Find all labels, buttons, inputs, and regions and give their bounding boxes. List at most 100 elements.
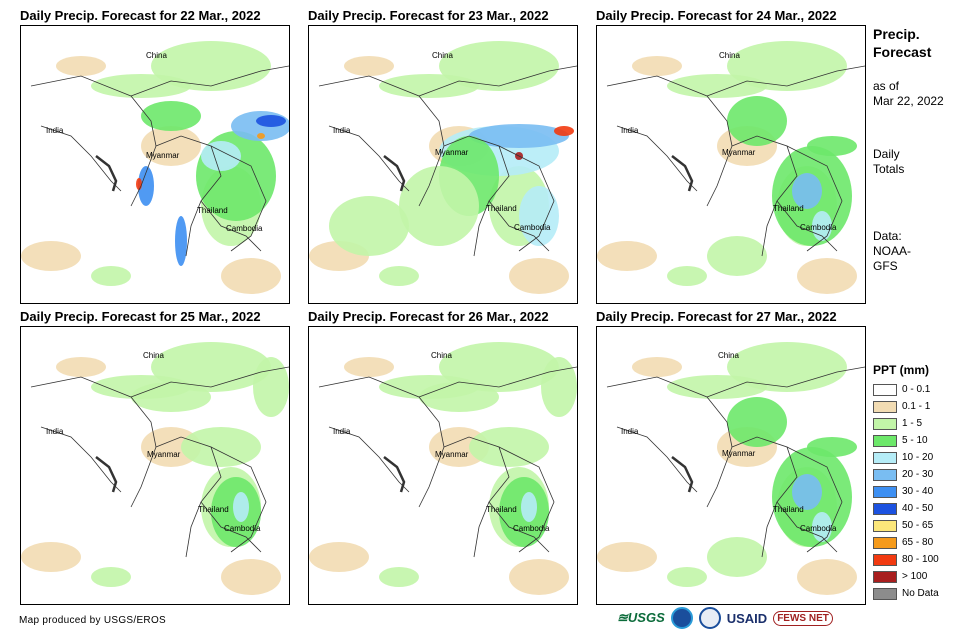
precip-patch: [141, 101, 201, 131]
label-myanmar: Myanmar: [722, 449, 756, 458]
legend-row: 0 - 0.1: [873, 381, 963, 398]
legend-row: 50 - 65: [873, 517, 963, 534]
country-border: [328, 125, 410, 192]
ppt-legend: PPT (mm) 0 - 0.1 0.1 - 1 1 - 5 5 - 10 10 - 2…: [873, 363, 963, 602]
legend-swatch: [873, 400, 897, 413]
precip-patch: [138, 166, 154, 206]
label-china: China: [719, 51, 740, 60]
precip-patch: [509, 559, 569, 595]
label-thailand: Thailand: [773, 204, 804, 213]
precip-map: China India Myanmar Thailand Cambodia: [596, 25, 866, 304]
totals-line1: Daily: [873, 147, 900, 161]
country-border: [731, 135, 798, 257]
precip-patch: [792, 173, 822, 209]
country-border: [155, 135, 222, 257]
legend-row: 0.1 - 1: [873, 398, 963, 415]
legend-row: 30 - 40: [873, 483, 963, 500]
precip-patch: [439, 342, 559, 392]
legend-swatch: [873, 451, 897, 464]
country-border: [130, 366, 289, 398]
label-thailand: Thailand: [773, 505, 804, 514]
usgs-logo: ≊USGS: [617, 610, 665, 625]
legend-row: > 100: [873, 568, 963, 585]
precip-patch: [727, 342, 847, 392]
legend-swatch: [873, 570, 897, 583]
precip-patch: [707, 236, 767, 276]
legend-label: 0.1 - 1: [902, 401, 931, 412]
label-india: India: [333, 126, 351, 135]
country-border: [318, 75, 445, 207]
label-india: India: [621, 427, 639, 436]
precip-patch: [667, 74, 767, 98]
label-myanmar: Myanmar: [435, 450, 469, 459]
country-border: [498, 446, 555, 553]
precip-patch: [201, 141, 241, 171]
country-border: [776, 200, 838, 252]
legend-label: 0 - 0.1: [902, 384, 931, 395]
precip-patch: [379, 266, 419, 286]
legend-row: 20 - 30: [873, 466, 963, 483]
precip-patch: [469, 427, 549, 467]
map-svg: [597, 342, 865, 595]
precip-patch: [519, 186, 559, 246]
country-border: [776, 501, 838, 553]
precip-patch: [91, 74, 191, 98]
data-source-line2: NOAA-: [873, 244, 912, 258]
asof-line2: Mar 22, 2022: [873, 94, 944, 108]
precip-patch: [136, 178, 142, 190]
label-thailand: Thailand: [197, 206, 228, 215]
label-thailand: Thailand: [198, 505, 229, 514]
label-myanmar: Myanmar: [722, 148, 756, 157]
fews-net-logo: FEWS NET: [773, 610, 833, 626]
map-svg: [21, 41, 289, 294]
sidebar-title-line2: Forecast: [873, 44, 932, 60]
legend-label: > 100: [902, 571, 928, 582]
legend-row: 10 - 20: [873, 449, 963, 466]
legend-rows: 0 - 0.1 0.1 - 1 1 - 5 5 - 10 10 - 20 20 - 30 3…: [873, 381, 963, 602]
totals-line2: Totals: [873, 162, 905, 176]
country-border: [210, 145, 267, 252]
precip-patch: [91, 266, 131, 286]
legend-label: 40 - 50: [902, 503, 934, 514]
precip-patch: [509, 258, 569, 294]
precip-patch: [429, 427, 489, 467]
legend-row: 65 - 80: [873, 534, 963, 551]
precip-patch: [807, 136, 857, 156]
precip-map: China India Myanmar Thailand Cambodia: [20, 25, 290, 304]
precip-patch: [439, 41, 559, 91]
precip-patch: [667, 375, 767, 399]
precip-patch: [131, 382, 211, 412]
legend-row: 80 - 100: [873, 551, 963, 568]
label-china: China: [431, 351, 452, 360]
country-border: [443, 135, 510, 257]
precip-map: China India Myanmar Thailand Cambodia: [308, 326, 578, 605]
legend-swatch: [873, 519, 897, 532]
precip-patch: [233, 492, 249, 522]
coastline: [95, 456, 118, 493]
precip-patch: [56, 357, 106, 377]
country-border: [130, 65, 289, 97]
panel-title: Daily Precip. Forecast for 26 Mar., 2022: [308, 309, 549, 324]
precip-patch: [667, 266, 707, 286]
precip-patch: [632, 56, 682, 76]
legend-swatch: [873, 553, 897, 566]
precip-patch: [812, 211, 832, 241]
precip-patch: [175, 216, 187, 266]
legend-label: 1 - 5: [902, 418, 923, 429]
country-border: [616, 426, 698, 493]
country-border: [328, 426, 410, 493]
legend-swatch: [873, 434, 897, 447]
country-border: [606, 75, 733, 207]
precip-patch: [329, 196, 409, 256]
legend-swatch: [873, 468, 897, 481]
panel-title: Daily Precip. Forecast for 25 Mar., 2022: [20, 309, 261, 324]
country-border: [210, 446, 267, 553]
label-china: China: [718, 351, 739, 360]
precip-patch: [257, 133, 265, 139]
precip-patch: [344, 357, 394, 377]
country-border: [30, 376, 157, 508]
precip-patch: [21, 241, 81, 271]
label-india: India: [333, 427, 351, 436]
precip-patch: [469, 124, 569, 148]
legend-swatch: [873, 502, 897, 515]
